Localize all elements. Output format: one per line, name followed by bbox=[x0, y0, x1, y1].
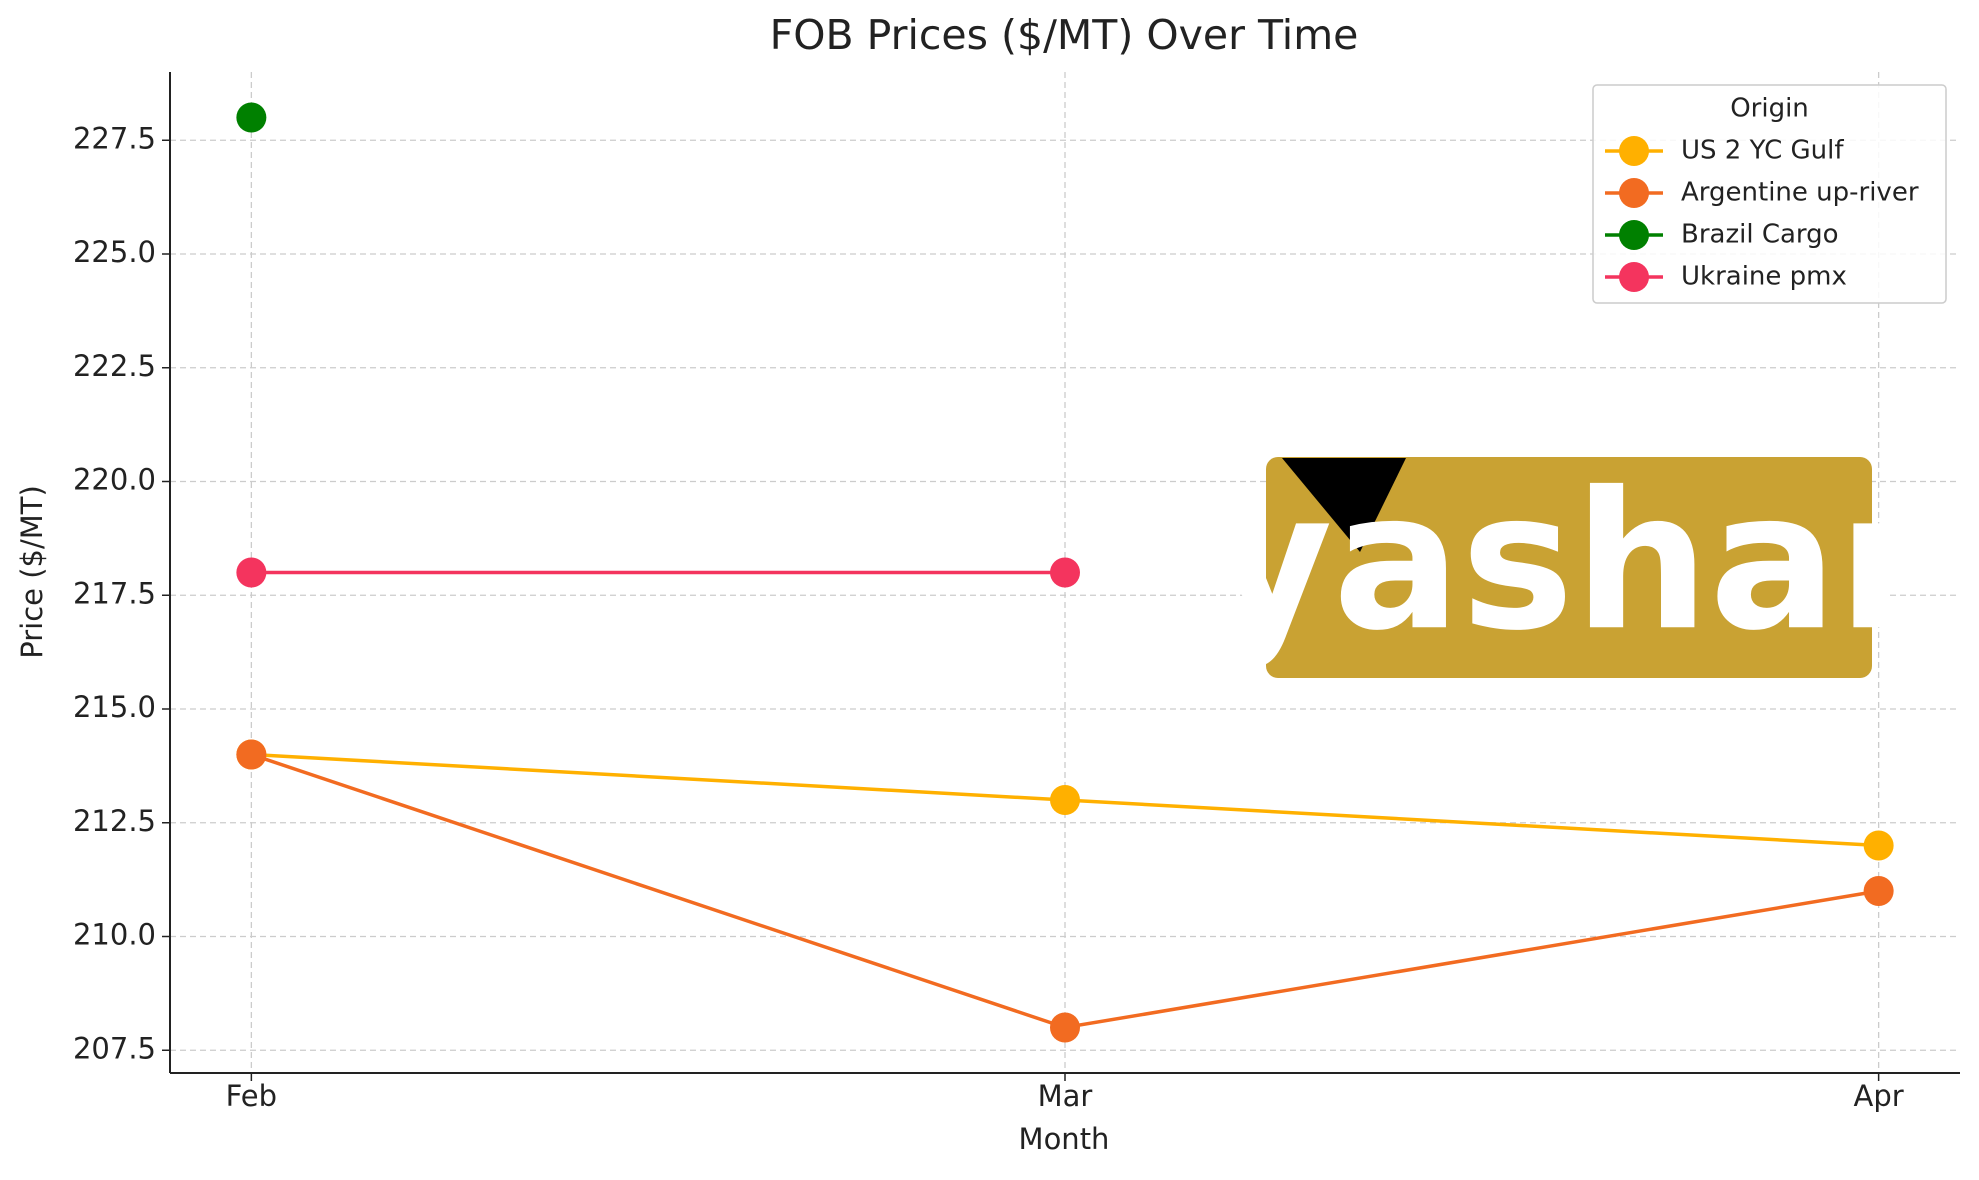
legend-label: Ukraine pmx bbox=[1681, 262, 1847, 292]
watermark: yashar bbox=[1209, 451, 1932, 672]
x-tick-label: Feb bbox=[226, 1079, 277, 1113]
legend-label: Brazil Cargo bbox=[1681, 220, 1839, 250]
y-tick-label: 225.0 bbox=[73, 235, 156, 269]
legend-box bbox=[1592, 84, 1947, 304]
legend-title: Origin bbox=[1730, 94, 1809, 124]
y-tick-label: 207.5 bbox=[73, 1031, 156, 1065]
legend-marker bbox=[1619, 262, 1649, 292]
y-tick-label: 227.5 bbox=[73, 121, 156, 155]
data-point bbox=[1050, 1012, 1080, 1043]
legend-label: Argentine up-river bbox=[1681, 178, 1919, 208]
y-tick-label: 222.5 bbox=[73, 349, 156, 383]
legend-label: US 2 YC Gulf bbox=[1681, 136, 1844, 166]
y-tick-label: 220.0 bbox=[73, 463, 156, 497]
watermark-bg bbox=[1266, 457, 1872, 678]
y-axis-label: Price ($/MT) bbox=[15, 485, 49, 659]
x-tick-label: Apr bbox=[1854, 1079, 1904, 1113]
y-tick-label: 215.0 bbox=[73, 690, 156, 724]
data-point bbox=[1050, 785, 1080, 815]
data-point bbox=[1863, 876, 1894, 906]
y-tick-label: 210.0 bbox=[73, 918, 156, 952]
legend-marker bbox=[1619, 178, 1649, 208]
data-point bbox=[236, 102, 267, 133]
x-tick-label: Mar bbox=[1038, 1079, 1093, 1113]
y-tick-label: 212.5 bbox=[73, 804, 156, 838]
data-point bbox=[236, 739, 267, 770]
chart-title: FOB Prices ($/MT) Over Time bbox=[770, 11, 1359, 59]
data-point bbox=[1863, 830, 1894, 861]
x-axis-label: Month bbox=[1019, 1122, 1110, 1156]
watermark-shape bbox=[1282, 458, 1406, 552]
legend-marker bbox=[1619, 220, 1649, 250]
data-point bbox=[1050, 557, 1080, 588]
y-tick-label: 217.5 bbox=[73, 576, 156, 610]
data-point bbox=[236, 557, 267, 588]
legend-marker bbox=[1619, 136, 1649, 166]
